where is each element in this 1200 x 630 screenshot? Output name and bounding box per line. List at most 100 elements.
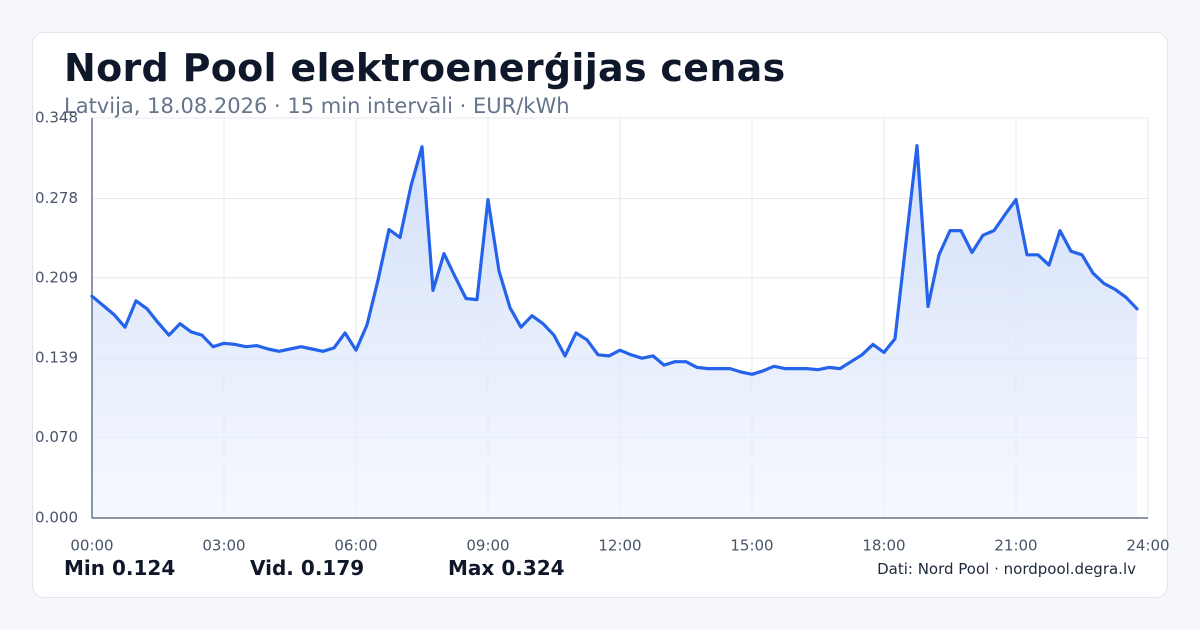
data-point	[585, 338, 589, 341]
x-tick-label: 06:00	[334, 537, 377, 555]
data-point	[266, 347, 270, 351]
page-subtitle: Latvija, 18.08.2026 · 15 min intervāli ·…	[64, 94, 570, 118]
data-point	[288, 347, 292, 351]
data-point	[849, 360, 853, 363]
data-point	[101, 304, 105, 307]
y-tick-label: 0.000	[35, 509, 78, 527]
data-point	[827, 366, 831, 369]
series-line-layer	[90, 144, 1139, 376]
series-line	[90, 144, 1139, 376]
stat-average-value: 0.179	[300, 556, 365, 580]
data-point	[519, 326, 523, 329]
data-point	[629, 353, 633, 356]
data-point	[233, 343, 237, 346]
x-tick-label: 18:00	[862, 537, 905, 555]
data-point	[706, 367, 710, 370]
data-point	[552, 334, 556, 337]
data-point	[112, 313, 116, 316]
data-point	[860, 353, 864, 356]
axes	[91, 118, 1148, 519]
x-tick-label: 15:00	[730, 537, 773, 555]
data-point	[277, 350, 281, 353]
stat-average: Vid. 0.179	[250, 556, 364, 580]
data-source: Dati: Nord Pool · nordpool.degra.lv	[877, 560, 1136, 578]
data-point	[948, 229, 952, 232]
data-point	[222, 342, 226, 345]
y-tick-label: 0.278	[35, 189, 78, 207]
data-point	[992, 229, 996, 232]
data-point	[343, 331, 347, 335]
data-point	[662, 363, 666, 367]
data-point	[651, 354, 655, 358]
x-tick-label: 21:00	[994, 537, 1037, 555]
stat-max-label: Max	[448, 556, 495, 580]
data-point	[882, 351, 886, 354]
x-tick-label: 00:00	[70, 537, 113, 555]
data-point	[508, 306, 512, 309]
data-point	[959, 229, 963, 232]
data-point	[321, 350, 325, 353]
stat-max-value: 0.324	[501, 556, 565, 580]
data-point	[1036, 253, 1040, 256]
data-point	[596, 353, 600, 356]
data-point	[189, 330, 193, 333]
data-point	[167, 334, 171, 337]
data-point	[1113, 288, 1117, 291]
stat-min: Min 0.124	[64, 556, 175, 580]
data-point	[783, 367, 787, 370]
data-point	[695, 366, 699, 369]
data-point	[1014, 198, 1018, 201]
data-point	[816, 368, 820, 371]
x-tick-label: 12:00	[598, 537, 641, 555]
data-point	[981, 234, 985, 237]
data-point	[684, 360, 688, 363]
data-point	[893, 337, 897, 340]
stat-min-label: Min	[64, 556, 105, 580]
stat-average-label: Vid.	[250, 556, 294, 580]
data-point	[926, 305, 930, 308]
data-point	[200, 334, 204, 337]
data-point	[1124, 296, 1128, 299]
data-point	[937, 253, 941, 256]
data-point	[299, 345, 303, 348]
data-point	[717, 367, 721, 370]
data-point	[376, 278, 380, 282]
data-point	[310, 347, 314, 351]
y-tick-label: 0.070	[35, 428, 78, 446]
area-fill-layer	[92, 145, 1137, 518]
data-point	[794, 367, 798, 370]
data-point	[673, 360, 677, 363]
data-point	[354, 349, 358, 352]
data-point	[431, 289, 435, 292]
data-point	[365, 323, 369, 327]
data-point	[838, 367, 842, 370]
data-point	[387, 228, 391, 231]
data-point	[805, 367, 809, 370]
data-point	[618, 349, 622, 352]
stat-min-value: 0.124	[112, 556, 176, 580]
data-point	[1080, 253, 1084, 256]
data-point	[1047, 263, 1051, 267]
data-point	[904, 240, 908, 244]
x-tick-label: 09:00	[466, 537, 509, 555]
data-point	[915, 144, 919, 147]
data-point	[497, 269, 501, 273]
data-point	[871, 343, 875, 346]
data-point	[1091, 272, 1095, 275]
x-tick-label: 03:00	[202, 537, 245, 555]
data-point	[211, 345, 215, 348]
data-point	[486, 198, 490, 201]
data-point	[750, 373, 754, 376]
data-point	[453, 275, 457, 278]
series-area	[92, 145, 1137, 518]
data-point	[156, 321, 160, 324]
data-point	[178, 322, 182, 325]
data-point	[1058, 229, 1062, 232]
data-point	[442, 252, 446, 255]
data-point	[244, 345, 248, 348]
data-point	[739, 370, 743, 374]
tick-labels: 0.000 0.070 0.139 0.209 0.278 0.348 00:00 03:00…	[35, 109, 1170, 555]
y-tick-label: 0.139	[35, 349, 78, 367]
data-point	[145, 307, 149, 310]
